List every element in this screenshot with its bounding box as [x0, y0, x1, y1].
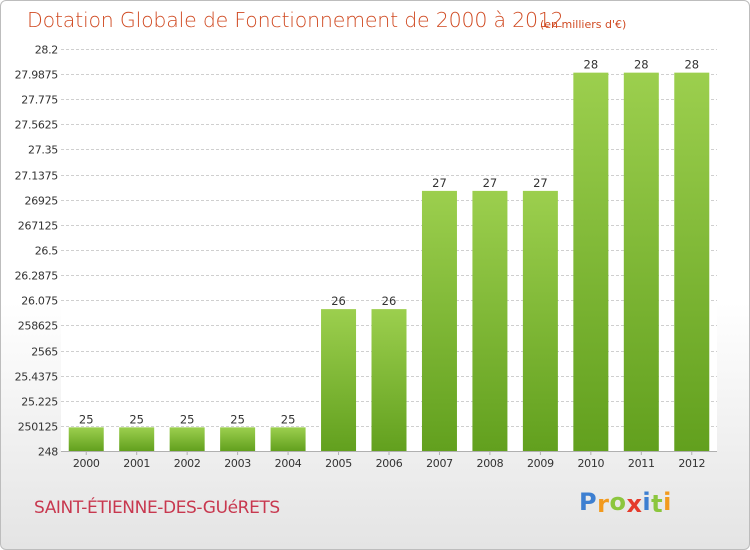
logo-letter: t: [651, 490, 664, 518]
data-label: 25: [129, 412, 144, 426]
data-label: 26: [382, 294, 397, 308]
x-tick-label: 2001: [123, 457, 150, 470]
logo-letter: i: [642, 488, 652, 516]
y-tick-label: 26.5: [35, 245, 59, 258]
x-tick-label: 2002: [174, 457, 201, 470]
logo-letter: i: [663, 488, 672, 516]
bar-2010: [573, 72, 609, 451]
y-tick-label: 267125: [18, 220, 58, 233]
y-tick-label: 25.4375: [15, 371, 59, 384]
commune-name: SAINT-ÉTIENNE-DES-GUéRETS: [34, 498, 280, 518]
data-label: 27: [432, 176, 447, 190]
bars: [68, 72, 710, 451]
bar-2008: [472, 190, 508, 451]
bar-2002: [169, 427, 205, 451]
data-label: 27: [533, 176, 548, 190]
y-tick-label: 27.9875: [15, 69, 59, 82]
logo-letter: P: [579, 488, 598, 516]
bar-2003: [220, 427, 256, 451]
chart-title: Dotation Globale de Fonctionnement de 20…: [27, 8, 564, 32]
y-tick-label: 26.075: [21, 295, 58, 308]
data-labels: 25 25 25 25 25 26 26 27 27 27 28 28 28: [79, 58, 699, 427]
data-label: 26: [331, 294, 346, 308]
data-label: 25: [230, 412, 245, 426]
data-label: 25: [281, 412, 296, 426]
y-tick-label: 248: [38, 446, 58, 459]
y-tick-label: 26.2875: [15, 270, 59, 283]
logo-letter: o: [609, 488, 627, 516]
x-tick-label: 2000: [73, 457, 100, 470]
bar-2007: [421, 190, 457, 451]
x-tick-label: 2005: [325, 457, 352, 470]
data-label: 27: [483, 176, 498, 190]
x-tick-label: 2011: [628, 457, 655, 470]
units-label: (en milliers d'€): [540, 18, 627, 31]
x-tick-label: 2007: [426, 457, 453, 470]
y-tick-label: 250125: [18, 421, 58, 434]
y-tick-label: 26925: [25, 195, 59, 208]
data-label: 25: [180, 412, 195, 426]
logo-letter: r: [597, 490, 610, 518]
bar-2012: [674, 72, 710, 451]
x-axis-ticks: 2000 2001 2002 2003 2004 2005 2006 2007 2008 2009…: [73, 451, 705, 470]
y-tick-label: 27.775: [21, 94, 58, 107]
y-tick-label: 258625: [18, 320, 58, 333]
x-tick-label: 2012: [678, 457, 705, 470]
x-tick-label: 2010: [577, 457, 604, 470]
bar-2004: [270, 427, 306, 451]
bar-2011: [623, 72, 659, 451]
logo-letter: x: [626, 490, 643, 518]
y-tick-label: 2565: [31, 346, 58, 359]
x-tick-label: 2009: [527, 457, 554, 470]
y-tick-label: 28.2: [35, 44, 58, 57]
y-tick-label: 25.225: [21, 396, 58, 409]
bar-2006: [371, 309, 407, 451]
data-label: 28: [684, 58, 699, 72]
data-label: 25: [79, 412, 94, 426]
bar-2001: [119, 427, 155, 451]
y-tick-label: 27.1375: [15, 170, 59, 183]
bar-2000: [68, 427, 104, 451]
y-tick-label: 27.5625: [15, 119, 59, 132]
proxiti-logo[interactable]: Proxiti: [579, 488, 672, 518]
x-tick-label: 2003: [224, 457, 251, 470]
x-tick-label: 2004: [275, 457, 302, 470]
y-axis-ticks: 248 250125 25.225 25.4375 2565 258625 26.075 26…: [15, 44, 59, 459]
data-label: 28: [584, 58, 599, 72]
bar-2009: [522, 190, 558, 451]
y-tick-label: 27.35: [28, 144, 58, 157]
data-label: 28: [634, 58, 649, 72]
x-tick-label: 2008: [477, 457, 504, 470]
x-tick-label: 2006: [376, 457, 403, 470]
bar-2005: [321, 309, 357, 451]
